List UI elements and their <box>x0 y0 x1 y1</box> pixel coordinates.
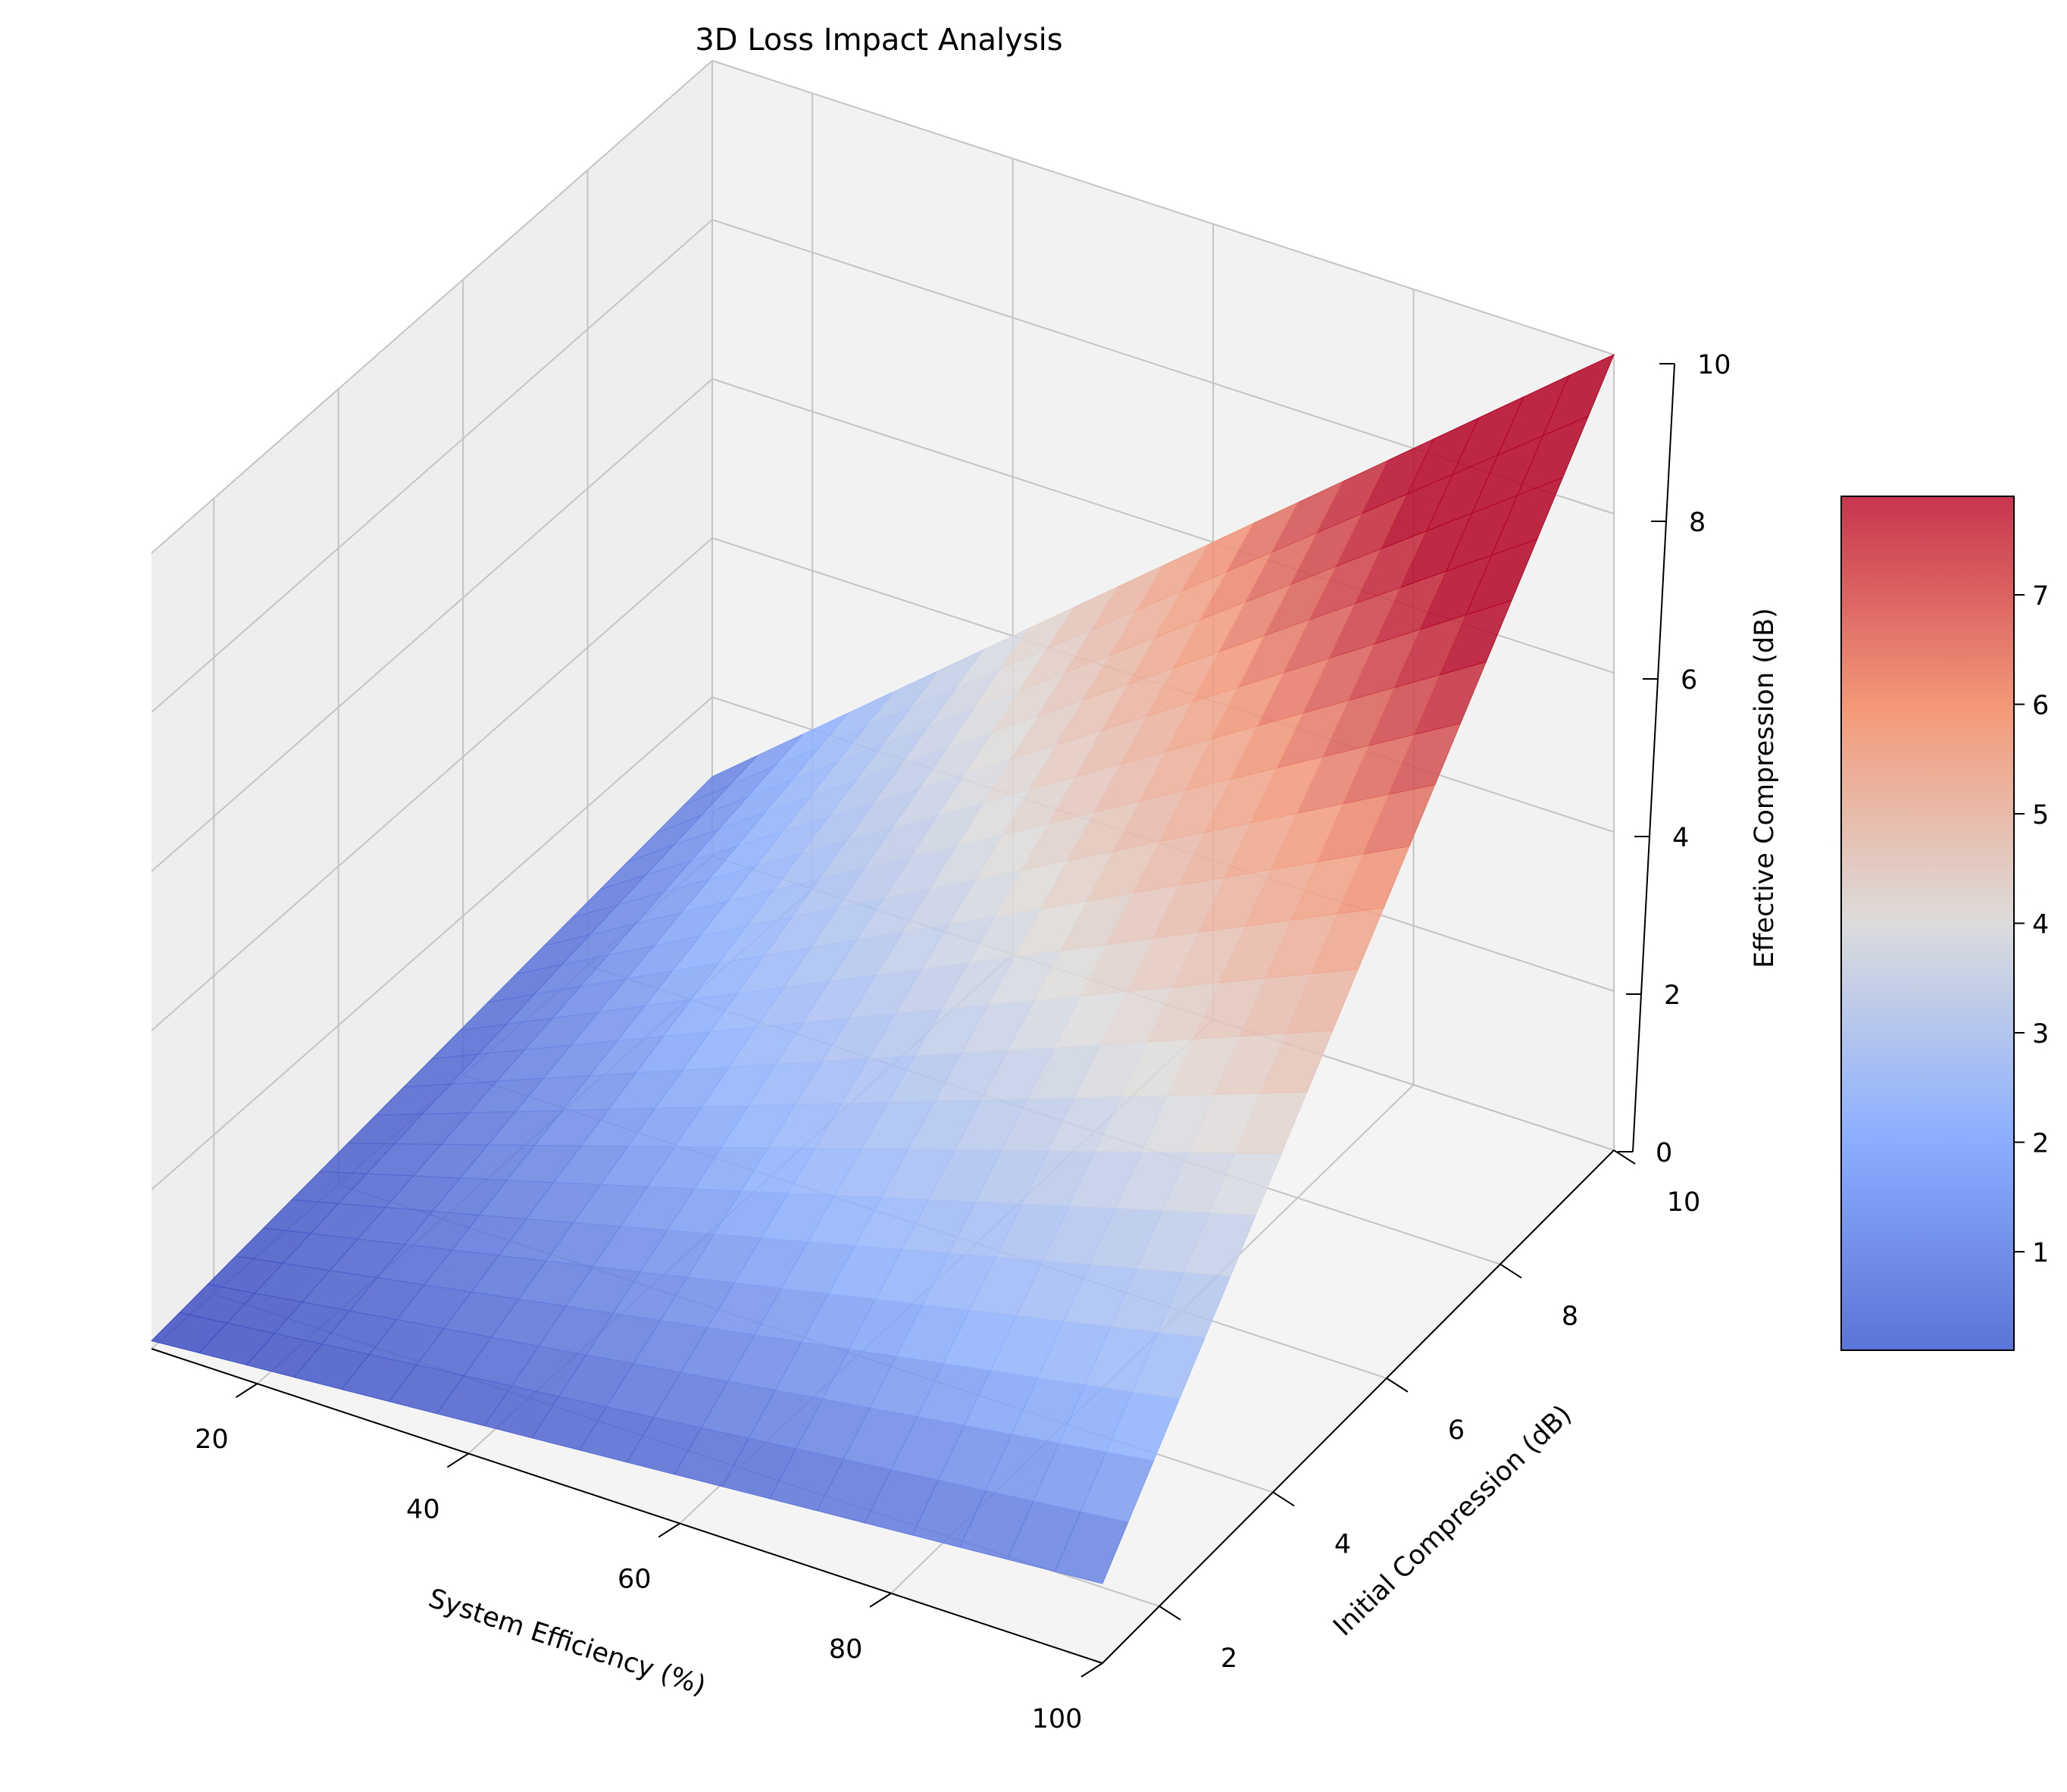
surface-mesh <box>151 354 1615 1584</box>
colorbar-tick-label: 2 <box>2032 1128 2049 1159</box>
x-tick-mark <box>1080 1662 1103 1678</box>
colorbar-tick-label: 4 <box>2032 910 2049 940</box>
y-tick-label: 4 <box>1334 1529 1351 1559</box>
y-tick-label: 2 <box>1221 1643 1237 1674</box>
y-tick-label: 10 <box>1667 1187 1701 1218</box>
pane-left <box>152 61 712 1349</box>
x-tick-mark <box>869 1592 892 1608</box>
y-tick-mark <box>1499 1263 1522 1279</box>
colorbar-tick-label: 7 <box>2032 581 2049 611</box>
chart-title: 3D Loss Impact Analysis <box>695 23 1062 58</box>
y-tick-label: 6 <box>1448 1415 1465 1446</box>
y-tick-mark <box>1613 1149 1636 1165</box>
colorbar-tick-label: 5 <box>2032 800 2049 830</box>
grid-line <box>151 378 713 872</box>
x-tick-label: 60 <box>618 1565 652 1595</box>
y-tick-label: 8 <box>1562 1301 1578 1331</box>
axis-lines <box>151 363 1675 1664</box>
x-tick-label: 40 <box>406 1494 440 1525</box>
grid-line <box>151 60 713 554</box>
grid-line <box>151 219 713 713</box>
z-tick-label: 0 <box>1656 1138 1672 1168</box>
x-tick-mark <box>446 1453 469 1468</box>
grid-line <box>151 537 713 1031</box>
colorbar-tick-label: 6 <box>2032 691 2049 721</box>
x-axis-label: System Efficiency (%) <box>425 1584 710 1702</box>
x-tick-label: 80 <box>829 1634 863 1665</box>
colorbar-gradient <box>1840 496 2015 1351</box>
y-tick-mark <box>1386 1378 1409 1393</box>
z-tick-label: 2 <box>1664 980 1681 1011</box>
grid-line <box>151 696 713 1190</box>
x-tick-label: 100 <box>1032 1704 1083 1734</box>
colorbar-ticks: 1 2 3 4 5 6 7 <box>2014 581 2049 1268</box>
y-axis-line <box>1102 1149 1615 1664</box>
y-tick-mark <box>1159 1605 1181 1621</box>
z-axis-label: Effective Compression (dB) <box>1750 608 1780 968</box>
surface-cell <box>683 755 758 805</box>
x-tick-mark <box>235 1383 258 1398</box>
x-tick-mark <box>658 1522 680 1538</box>
colorbar <box>1840 496 2015 1351</box>
colorbar-tick-label: 1 <box>2032 1238 2049 1268</box>
z-tick-label: 8 <box>1689 508 1706 538</box>
colorbar-tick-label: 3 <box>2032 1019 2049 1049</box>
grid-line <box>711 60 1615 355</box>
z-tick-label: 4 <box>1672 823 1689 853</box>
z-tick-label: 6 <box>1681 665 1697 696</box>
y-tick-mark <box>1272 1491 1295 1507</box>
x-axis-line <box>151 1348 1103 1664</box>
z-axis-line <box>1632 363 1675 1152</box>
x-tick-label: 20 <box>195 1425 229 1455</box>
z-tick-label: 10 <box>1697 350 1731 380</box>
